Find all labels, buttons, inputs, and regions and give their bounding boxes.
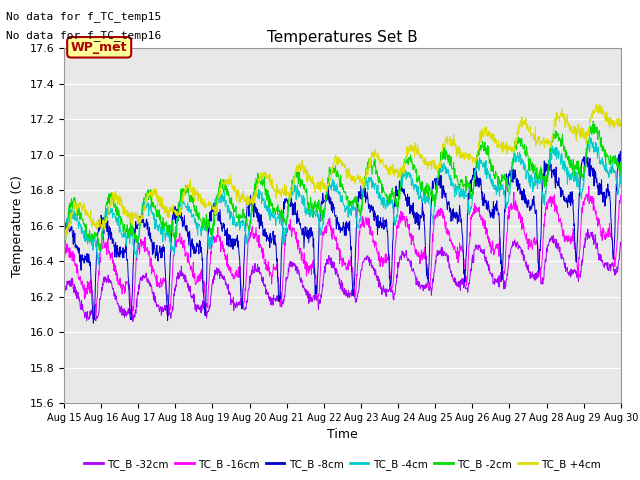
Y-axis label: Temperature (C): Temperature (C) xyxy=(11,175,24,276)
Legend: TC_B -32cm, TC_B -16cm, TC_B -8cm, TC_B -4cm, TC_B -2cm, TC_B +4cm: TC_B -32cm, TC_B -16cm, TC_B -8cm, TC_B … xyxy=(80,455,605,474)
Text: No data for f_TC_temp16: No data for f_TC_temp16 xyxy=(6,30,162,41)
Title: Temperatures Set B: Temperatures Set B xyxy=(267,30,418,46)
Text: WP_met: WP_met xyxy=(71,41,127,54)
X-axis label: Time: Time xyxy=(327,429,358,442)
Text: No data for f_TC_temp15: No data for f_TC_temp15 xyxy=(6,11,162,22)
